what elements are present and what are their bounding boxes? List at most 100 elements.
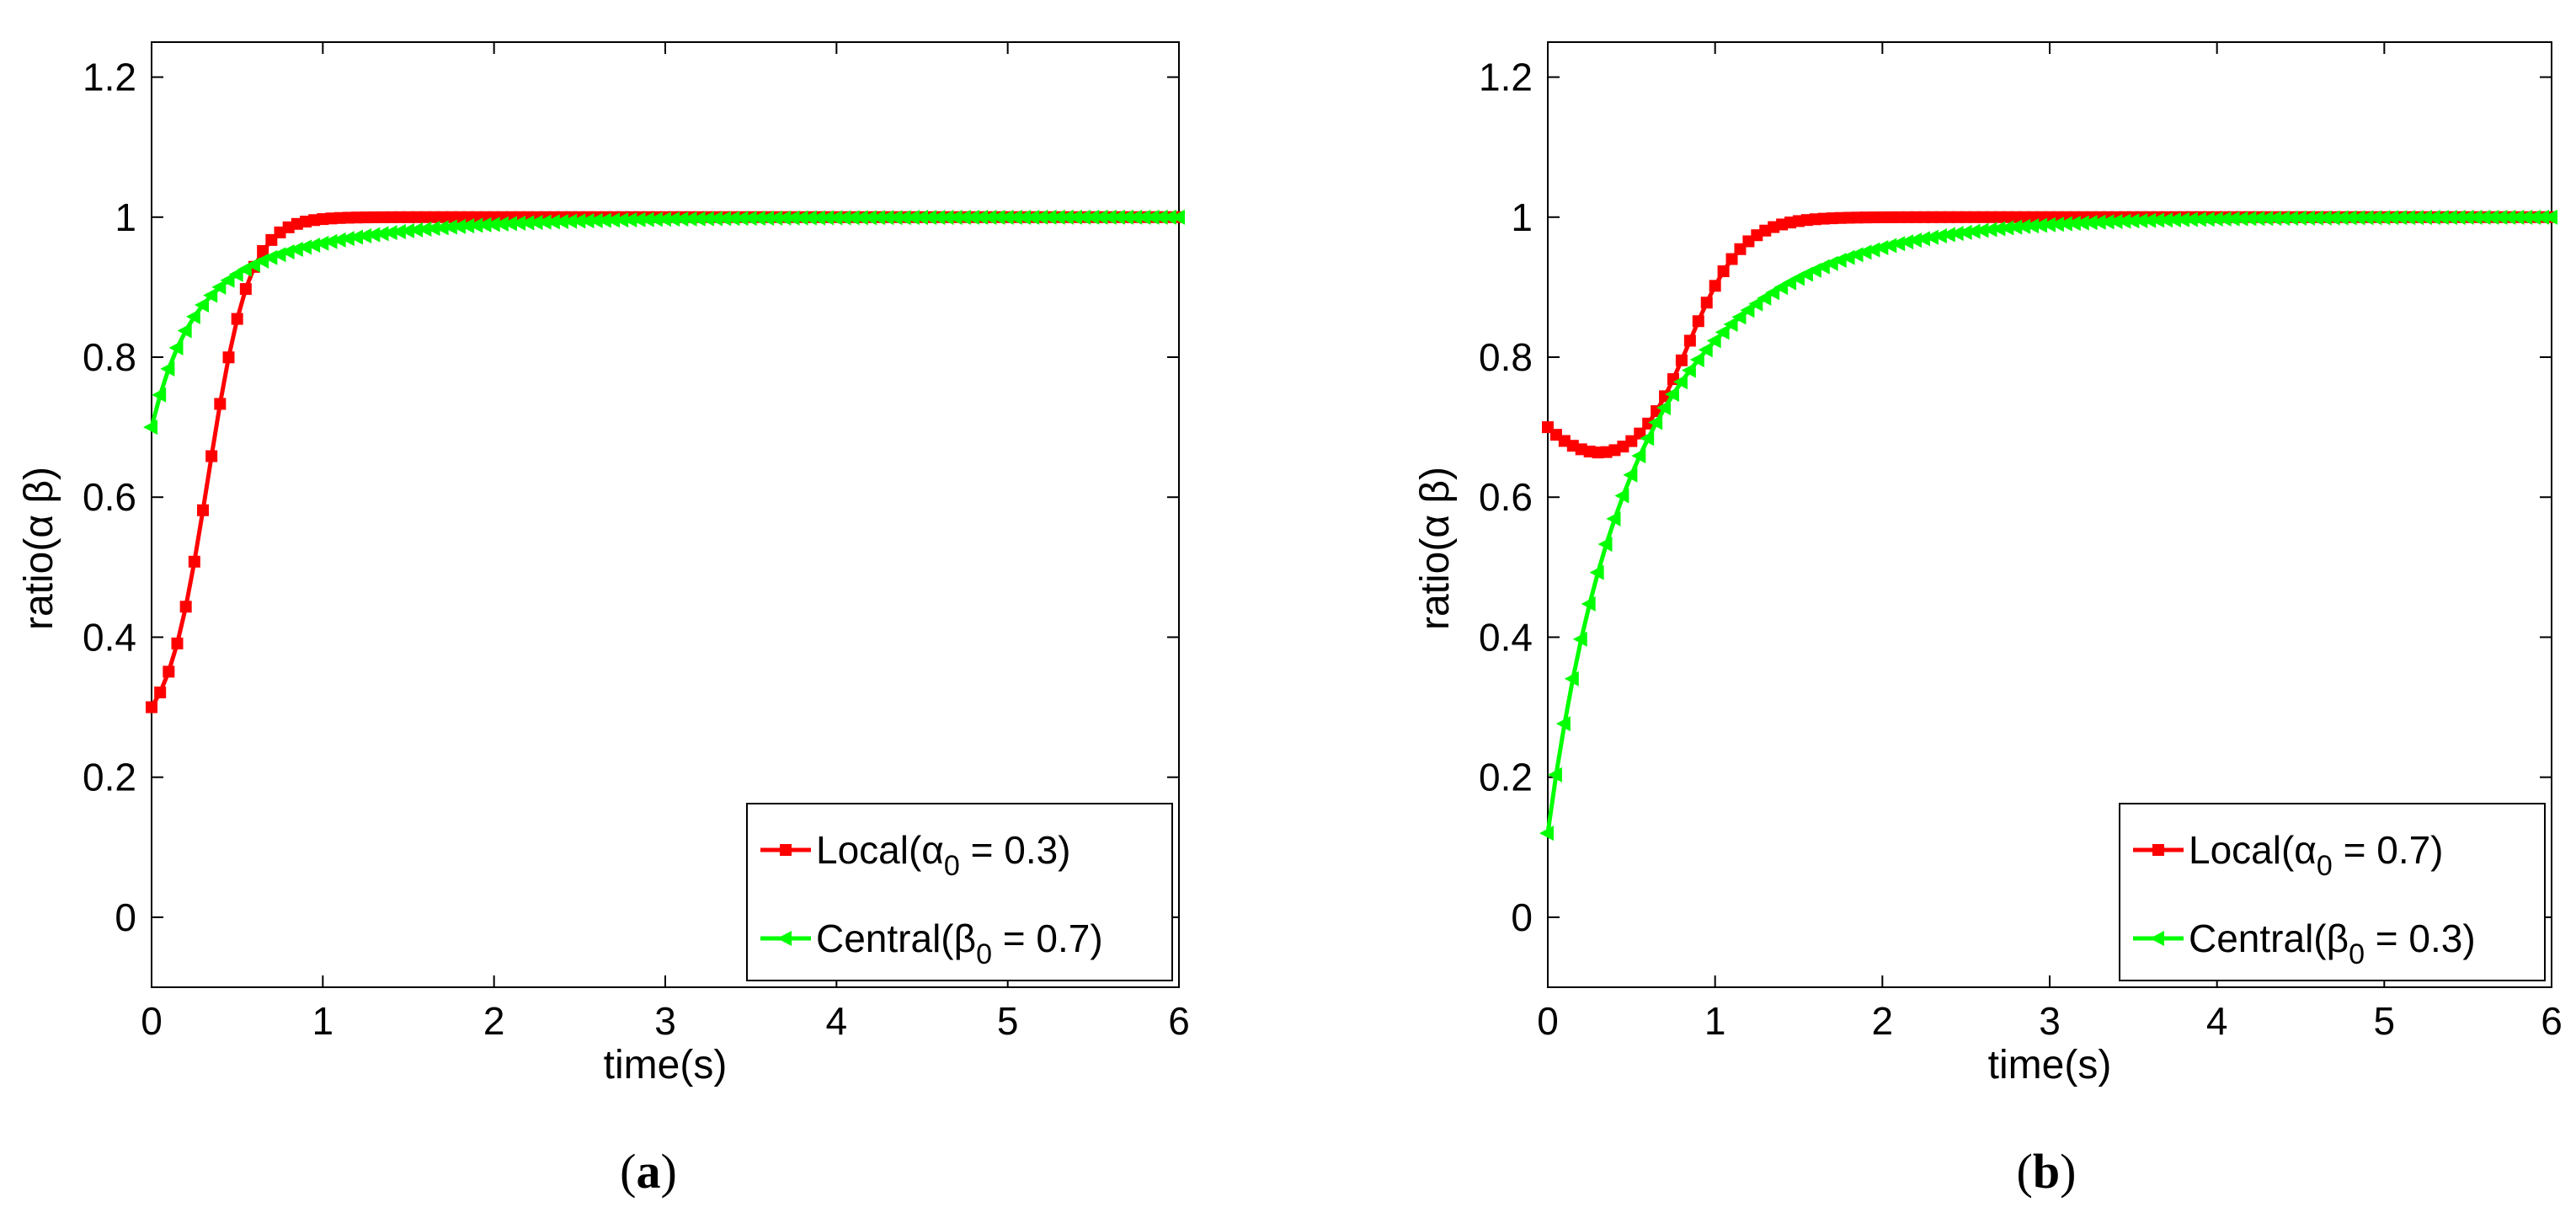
data-point-triangle xyxy=(2384,210,2399,226)
data-point-triangle xyxy=(2376,210,2391,226)
data-point-triangle xyxy=(2350,210,2365,226)
data-point-square xyxy=(1709,280,1721,292)
x-tick-label: 5 xyxy=(997,999,1019,1043)
data-point-triangle xyxy=(2233,211,2248,227)
data-point-triangle xyxy=(802,210,817,226)
x-tick-label: 4 xyxy=(2206,999,2228,1043)
x-tick-label: 1 xyxy=(1704,999,1726,1043)
data-point-triangle xyxy=(442,219,457,235)
data-point-triangle xyxy=(1923,229,1939,245)
data-point-triangle xyxy=(2392,210,2408,226)
data-point-triangle xyxy=(853,210,868,226)
data-point-triangle xyxy=(896,210,911,226)
data-point-square xyxy=(1642,417,1655,430)
data-point-triangle xyxy=(2308,210,2323,226)
data-point-triangle xyxy=(357,228,372,244)
data-point-triangle xyxy=(297,239,312,255)
data-point-triangle xyxy=(888,210,903,226)
data-point-triangle xyxy=(280,243,295,259)
data-point-triangle xyxy=(1740,302,1755,318)
data-point-triangle xyxy=(2267,211,2282,227)
legend-subscript: 0 xyxy=(944,850,960,882)
data-point-triangle xyxy=(477,216,492,232)
panel-caption-letter: a xyxy=(637,1144,661,1199)
data-point-triangle xyxy=(2409,210,2424,226)
data-point-triangle xyxy=(203,287,218,303)
data-point-triangle xyxy=(2191,211,2206,227)
data-point-triangle xyxy=(1119,209,1133,225)
data-point-square xyxy=(1725,253,1738,265)
data-point-square xyxy=(171,637,184,649)
data-point-triangle xyxy=(195,297,209,313)
data-point-triangle xyxy=(699,211,714,227)
data-point-triangle xyxy=(1689,351,1704,367)
data-point-triangle xyxy=(554,213,568,229)
data-point-triangle xyxy=(939,210,954,226)
data-point-triangle xyxy=(691,211,706,227)
data-point-triangle xyxy=(2091,214,2106,230)
x-tick-label: 6 xyxy=(2541,999,2563,1043)
data-point-square xyxy=(154,687,167,699)
data-point-triangle xyxy=(2275,211,2291,227)
data-point-triangle xyxy=(811,210,825,226)
data-point-triangle xyxy=(1723,317,1738,333)
data-point-triangle xyxy=(2167,211,2181,227)
y-tick-label: 0.2 xyxy=(1479,756,1533,799)
x-tick-label: 2 xyxy=(1872,999,1894,1043)
data-point-square xyxy=(188,555,200,568)
data-point-triangle xyxy=(1606,510,1621,526)
data-point-square xyxy=(231,313,243,325)
data-point-triangle xyxy=(657,211,671,227)
data-point-triangle xyxy=(2442,210,2457,226)
data-point-triangle xyxy=(1076,209,1091,225)
data-point-triangle xyxy=(1874,239,1889,255)
data-point-triangle xyxy=(2141,212,2157,228)
data-point-triangle xyxy=(220,272,235,288)
y-tick-label: 0.4 xyxy=(83,615,136,659)
data-point-triangle xyxy=(1757,290,1772,306)
data-point-triangle xyxy=(1153,209,1168,225)
data-point-triangle xyxy=(1957,224,1972,240)
data-point-square xyxy=(1692,315,1704,328)
data-point-triangle xyxy=(323,233,338,249)
data-point-triangle xyxy=(956,210,971,226)
data-point-triangle xyxy=(2174,211,2189,227)
data-point-triangle xyxy=(382,225,397,241)
data-point-square xyxy=(179,601,192,613)
data-point-square xyxy=(146,701,157,713)
data-point-triangle xyxy=(725,211,740,227)
data-point-triangle xyxy=(520,215,535,231)
data-point-triangle xyxy=(605,212,620,228)
data-point-triangle xyxy=(2250,211,2265,227)
y-tick-label: 0.2 xyxy=(83,756,136,799)
data-point-triangle xyxy=(2367,210,2382,226)
y-tick-label: 0 xyxy=(1511,895,1533,939)
data-point-triangle xyxy=(2509,209,2525,225)
legend-suffix: = 0.7) xyxy=(2333,828,2444,872)
data-point-triangle xyxy=(2333,210,2349,226)
data-point-triangle xyxy=(185,308,200,324)
data-point-triangle xyxy=(845,210,860,226)
data-point-triangle xyxy=(1681,362,1696,378)
data-point-triangle xyxy=(2024,218,2040,234)
y-tick-label: 0.6 xyxy=(1479,475,1533,519)
data-point-triangle xyxy=(374,226,389,242)
data-point-triangle xyxy=(2200,211,2215,227)
legend-prefix: Local( xyxy=(2189,828,2295,872)
data-point-triangle xyxy=(1706,333,1721,349)
data-point-triangle xyxy=(2493,209,2508,225)
y-tick-label: 1.2 xyxy=(1479,56,1533,99)
x-tick-label: 4 xyxy=(826,999,848,1043)
data-point-triangle xyxy=(622,211,637,227)
x-tick-label: 0 xyxy=(1537,999,1559,1043)
legend-marker-triangle xyxy=(777,931,792,946)
legend-entry-0: Local(α0 = 0.7) xyxy=(2189,828,2444,882)
data-point-triangle xyxy=(2518,209,2533,225)
data-point-square xyxy=(163,665,175,678)
panel-caption-open: ( xyxy=(2017,1144,2033,1199)
data-point-triangle xyxy=(503,216,517,232)
data-point-triangle xyxy=(631,211,646,227)
data-point-triangle xyxy=(2057,216,2072,232)
panel-caption: (a) xyxy=(620,1144,677,1199)
data-point-triangle xyxy=(563,213,578,229)
